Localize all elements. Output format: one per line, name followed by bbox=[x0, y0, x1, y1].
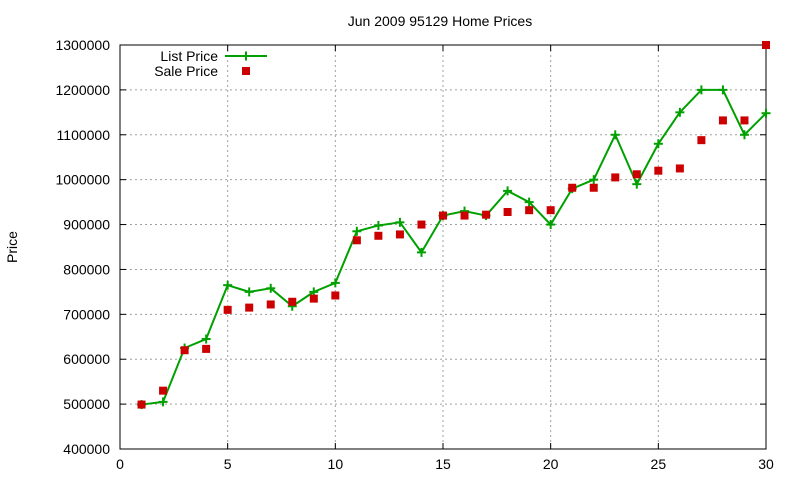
chart-title: Jun 2009 95129 Home Prices bbox=[348, 13, 532, 29]
x-tick-label: 25 bbox=[651, 456, 667, 472]
sale-price-point bbox=[180, 346, 189, 355]
y-axis-label: Price bbox=[4, 231, 20, 263]
list-price-point bbox=[524, 197, 534, 207]
x-tick-label: 5 bbox=[224, 456, 232, 472]
series-sale-price bbox=[137, 41, 770, 409]
y-tick-label: 700000 bbox=[63, 306, 110, 322]
sale-price-point bbox=[245, 303, 254, 312]
list-price-point bbox=[653, 139, 663, 149]
legend-label-list-price: List Price bbox=[160, 48, 218, 64]
x-tick-label: 10 bbox=[328, 456, 344, 472]
list-price-point bbox=[352, 226, 362, 236]
sale-price-point bbox=[417, 220, 426, 229]
list-price-point bbox=[395, 217, 405, 227]
sale-price-point bbox=[503, 207, 512, 216]
sale-price-point bbox=[223, 305, 232, 314]
sale-price-point bbox=[202, 344, 211, 353]
y-tick-label: 800000 bbox=[63, 261, 110, 277]
sale-price-point bbox=[632, 170, 641, 179]
list-price-point bbox=[244, 287, 254, 297]
list-price-point bbox=[503, 186, 513, 196]
y-tick-label: 1100000 bbox=[57, 127, 111, 143]
sale-price-point bbox=[589, 183, 598, 192]
legend-label-sale-price: Sale Price bbox=[154, 63, 218, 79]
y-tick-label: 600000 bbox=[63, 351, 110, 367]
tick-labels: 0 5 10 15 20 25 30 400000 500000 600000 700000 8000… bbox=[55, 37, 774, 472]
sale-price-point bbox=[352, 236, 361, 245]
list-price-point bbox=[610, 130, 620, 140]
list-price-point bbox=[718, 85, 728, 95]
sale-price-point bbox=[762, 41, 770, 49]
list-price-point bbox=[675, 107, 685, 117]
sale-price-point bbox=[395, 230, 404, 239]
sale-price-point bbox=[460, 211, 469, 220]
sale-price-point bbox=[439, 211, 447, 220]
y-tick-label: 1300000 bbox=[55, 37, 110, 53]
sale-price-point bbox=[331, 291, 340, 300]
sale-price-point bbox=[137, 400, 146, 409]
legend-marker-sale-price bbox=[242, 67, 250, 75]
list-price-point bbox=[330, 278, 340, 288]
list-price-point bbox=[266, 283, 276, 293]
list-price-point bbox=[416, 247, 426, 257]
y-tick-label: 500000 bbox=[63, 396, 110, 412]
sale-price-point bbox=[309, 294, 318, 303]
sale-price-point bbox=[718, 116, 727, 125]
sale-price-point bbox=[525, 206, 534, 215]
x-tick-label: 30 bbox=[758, 456, 774, 472]
list-price-point bbox=[696, 85, 706, 95]
legend-marker-list-price bbox=[241, 51, 251, 61]
legend-sample-list-price bbox=[225, 51, 267, 61]
series-layer bbox=[137, 41, 771, 410]
sale-price-point bbox=[697, 136, 706, 145]
sale-price-point bbox=[740, 116, 749, 125]
sale-price-point bbox=[675, 164, 684, 173]
sale-price-point bbox=[546, 206, 555, 215]
y-tick-label: 1200000 bbox=[55, 82, 110, 98]
list-price-point bbox=[632, 179, 642, 189]
sale-price-point bbox=[654, 166, 663, 175]
grid-lines bbox=[120, 45, 766, 449]
list-price-point bbox=[158, 397, 168, 407]
x-tick-label: 0 bbox=[116, 456, 124, 472]
x-tick-label: 15 bbox=[435, 456, 451, 472]
sale-price-point bbox=[374, 231, 383, 240]
list-price-point bbox=[589, 175, 599, 185]
list-price-point bbox=[546, 220, 556, 230]
series-list-price bbox=[137, 85, 771, 410]
sale-price-point bbox=[611, 173, 620, 182]
sale-price-point bbox=[266, 300, 275, 309]
sale-price-point bbox=[159, 386, 168, 395]
sale-price-point bbox=[482, 210, 491, 219]
list-price-point bbox=[223, 280, 233, 290]
x-tick-label: 20 bbox=[543, 456, 559, 472]
legend: List Price Sale Price bbox=[154, 48, 267, 79]
list-price-point bbox=[201, 334, 211, 344]
list-price-point bbox=[373, 220, 383, 230]
y-tick-label: 900000 bbox=[63, 217, 110, 233]
y-tick-label: 400000 bbox=[63, 441, 110, 457]
plot-border bbox=[119, 44, 767, 450]
list-price-point bbox=[761, 108, 771, 118]
sale-price-point bbox=[568, 183, 577, 192]
list-price-line bbox=[141, 88, 767, 406]
y-tick-label: 1000000 bbox=[55, 172, 110, 188]
legend-sample-sale-price bbox=[242, 67, 250, 75]
sale-price-point bbox=[288, 297, 297, 306]
list-price-point bbox=[739, 130, 749, 140]
